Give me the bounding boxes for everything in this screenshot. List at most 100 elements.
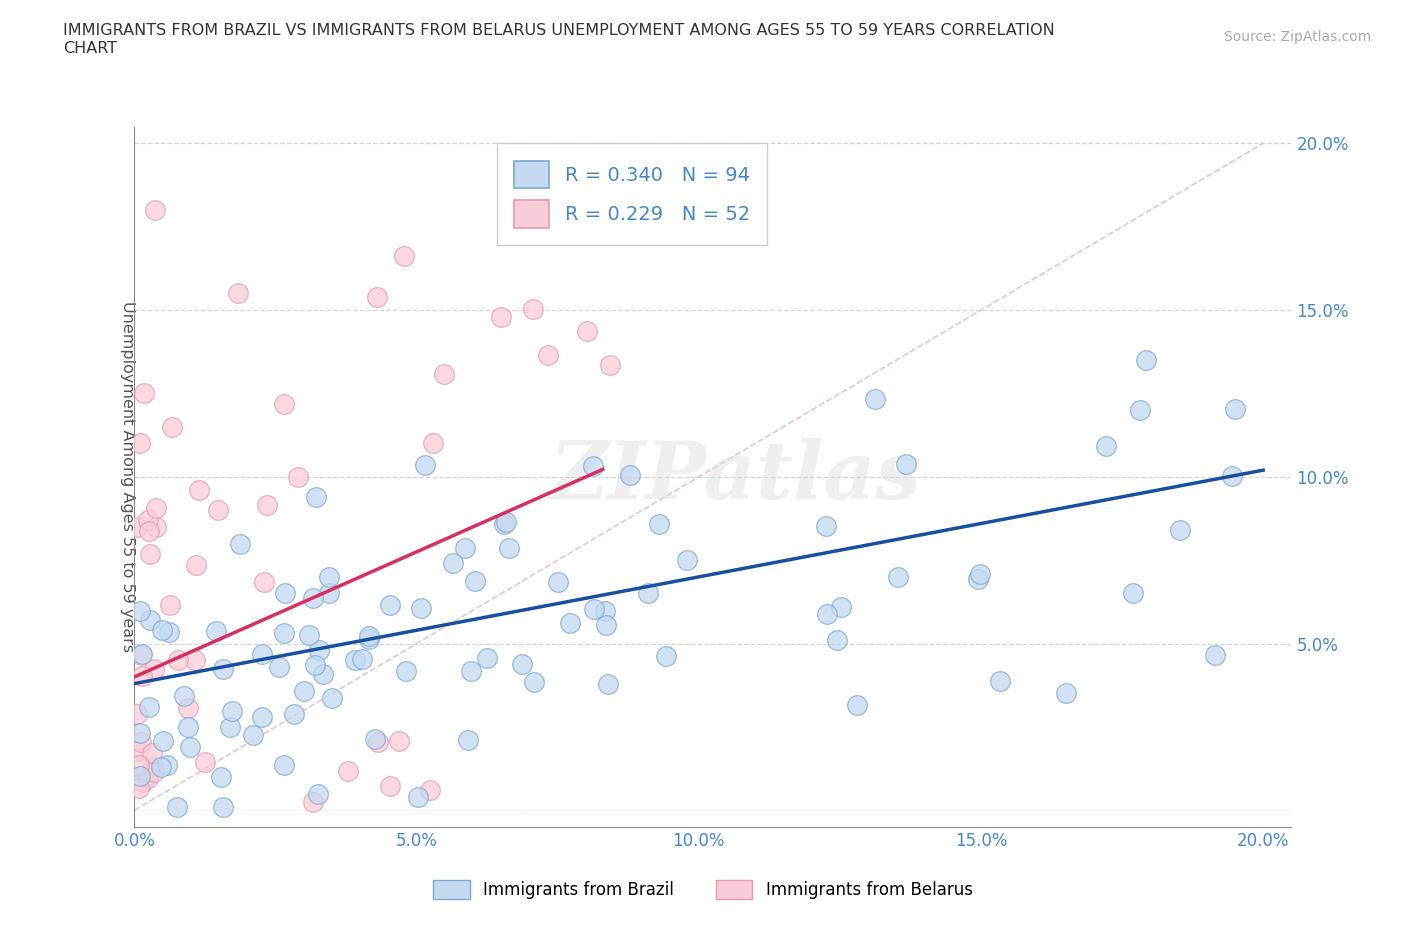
Point [173, 689, 195, 704]
Point [576, 324, 599, 339]
Point [273, 625, 295, 640]
Point [156, 758, 179, 773]
Point [366, 290, 388, 305]
Point [138, 524, 160, 538]
Point [464, 573, 486, 588]
Point [209, 769, 232, 784]
Point [274, 585, 297, 600]
Point [127, 744, 149, 759]
Point [419, 782, 441, 797]
Point [128, 757, 150, 772]
Point [179, 739, 201, 754]
Point [131, 669, 153, 684]
Point [250, 646, 273, 661]
Point [305, 489, 328, 504]
Point [477, 651, 499, 666]
Point [142, 760, 165, 775]
Point [1204, 647, 1226, 662]
Point [229, 537, 252, 551]
Point [186, 558, 208, 573]
Point [522, 674, 544, 689]
Point [136, 513, 159, 528]
Point [357, 629, 380, 644]
Point [522, 301, 544, 316]
Point [205, 624, 228, 639]
Point [167, 653, 190, 668]
Point [583, 601, 606, 616]
Point [495, 514, 517, 529]
Point [131, 647, 153, 662]
Point [304, 658, 326, 672]
Point [150, 623, 173, 638]
Text: ZIPatlas: ZIPatlas [550, 438, 922, 515]
Point [896, 457, 918, 472]
Point [582, 458, 605, 473]
Point [337, 764, 360, 778]
Text: IMMIGRANTS FROM BRAZIL VS IMMIGRANTS FROM BELARUS UNEMPLOYMENT AMONG AGES 55 TO : IMMIGRANTS FROM BRAZIL VS IMMIGRANTS FRO… [63, 23, 1054, 56]
Point [619, 468, 641, 483]
Point [1222, 469, 1244, 484]
Point [675, 552, 697, 567]
Point [166, 800, 188, 815]
Point [183, 653, 205, 668]
Point [830, 600, 852, 615]
Point [292, 684, 315, 698]
Point [825, 633, 848, 648]
Point [406, 790, 429, 804]
Point [308, 643, 330, 658]
Point [136, 770, 159, 785]
Point [301, 794, 323, 809]
Point [637, 586, 659, 601]
Point [218, 720, 240, 735]
Point [364, 732, 387, 747]
Text: Source: ZipAtlas.com: Source: ZipAtlas.com [1223, 30, 1371, 44]
Point [129, 735, 152, 750]
Point [413, 458, 436, 472]
Point [149, 759, 172, 774]
Point [489, 310, 512, 325]
Point [558, 616, 581, 631]
Legend: Immigrants from Brazil, Immigrants from Belarus: Immigrants from Brazil, Immigrants from … [425, 871, 981, 908]
Point [569, 219, 592, 233]
Point [298, 628, 321, 643]
Point [132, 386, 155, 401]
Point [301, 591, 323, 605]
Point [269, 659, 291, 674]
Point [394, 249, 416, 264]
Point [1129, 403, 1152, 418]
Point [350, 652, 373, 667]
Point [127, 707, 149, 722]
Point [129, 725, 152, 740]
Point [139, 613, 162, 628]
Point [287, 470, 309, 485]
Point [312, 667, 335, 682]
Point [512, 657, 534, 671]
Point [177, 719, 200, 734]
Point [647, 517, 669, 532]
Point [460, 663, 482, 678]
Point [595, 604, 617, 618]
Point [138, 700, 160, 715]
Y-axis label: Unemployment Among Ages 55 to 59 years: Unemployment Among Ages 55 to 59 years [121, 301, 135, 652]
Point [321, 690, 343, 705]
Point [252, 709, 274, 724]
Point [865, 391, 887, 405]
Point [547, 575, 569, 590]
Point [388, 734, 411, 749]
Point [177, 700, 200, 715]
Point [367, 735, 389, 750]
Point [815, 606, 838, 621]
Point [598, 676, 620, 691]
Point [129, 436, 152, 451]
Point [253, 575, 276, 590]
Point [595, 618, 617, 632]
Point [1122, 586, 1144, 601]
Point [395, 664, 418, 679]
Point [537, 348, 560, 363]
Point [188, 482, 211, 497]
Point [194, 754, 217, 769]
Point [157, 625, 180, 640]
Point [132, 775, 155, 790]
Point [357, 631, 380, 646]
Point [142, 661, 165, 676]
